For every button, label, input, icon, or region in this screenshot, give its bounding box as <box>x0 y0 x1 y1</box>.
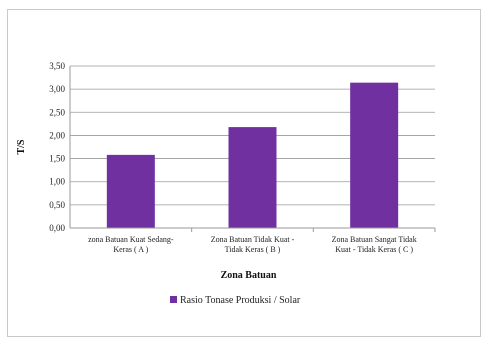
y-axis-title: T/S <box>16 139 27 154</box>
y-tick-label: 2,50 <box>49 107 65 117</box>
bar <box>106 154 155 228</box>
y-tick-label: 3,50 <box>49 61 65 71</box>
legend-label: Rasio Tonase Produksi / Solar <box>180 295 301 306</box>
legend: Rasio Tonase Produksi / Solar <box>170 295 301 306</box>
y-tick-label: 0,00 <box>49 223 65 233</box>
x-category-label: Zona Batuan Tidak Kuat -Tidak Keras ( B … <box>211 235 295 254</box>
x-category-label: zona Batuan Kuat Sedang-Keras ( A ) <box>88 235 174 254</box>
bar <box>350 82 399 228</box>
x-axis-title: Zona Batuan <box>221 270 277 281</box>
bar <box>228 127 277 228</box>
y-tick-label: 1,00 <box>49 177 65 187</box>
bars <box>106 82 399 228</box>
y-tick-label: 0,50 <box>49 200 65 210</box>
x-category-labels: zona Batuan Kuat Sedang-Keras ( A ) Zona … <box>88 228 436 254</box>
y-tick-label: 3,00 <box>49 84 65 94</box>
x-category-label: Zona Batuan Sangat Tidak Kuat - Tidak Ker… <box>332 235 417 254</box>
y-tick-label: 2,00 <box>49 130 65 140</box>
y-tick-label: 1,50 <box>49 154 65 164</box>
y-tick-labels: 0,00 0,50 1,00 1,50 2,00 2,50 3,00 3,50 <box>49 61 65 233</box>
legend-swatch <box>170 296 177 303</box>
